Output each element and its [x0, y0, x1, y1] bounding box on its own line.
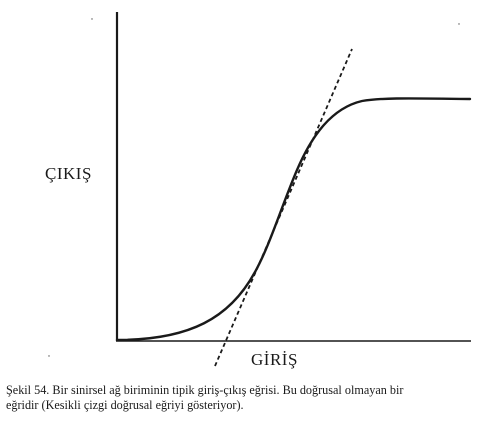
scan-speck [458, 23, 460, 25]
caption-line: eğridir (Kesikli çizgi doğrusal eğriyi g… [6, 398, 244, 412]
linear-dashed-line [214, 48, 353, 367]
figure-caption: Şekil 54. Bir sinirsel ağ biriminin tipi… [6, 383, 488, 413]
y-axis-label: ÇIKIŞ [45, 164, 92, 183]
scan-speck [48, 355, 50, 357]
scan-speck [91, 18, 93, 20]
x-axis-label: GİRİŞ [251, 350, 298, 369]
sigmoid-curve [115, 97, 472, 342]
caption-line: Şekil 54. Bir sinirsel ağ biriminin tipi… [6, 383, 404, 397]
